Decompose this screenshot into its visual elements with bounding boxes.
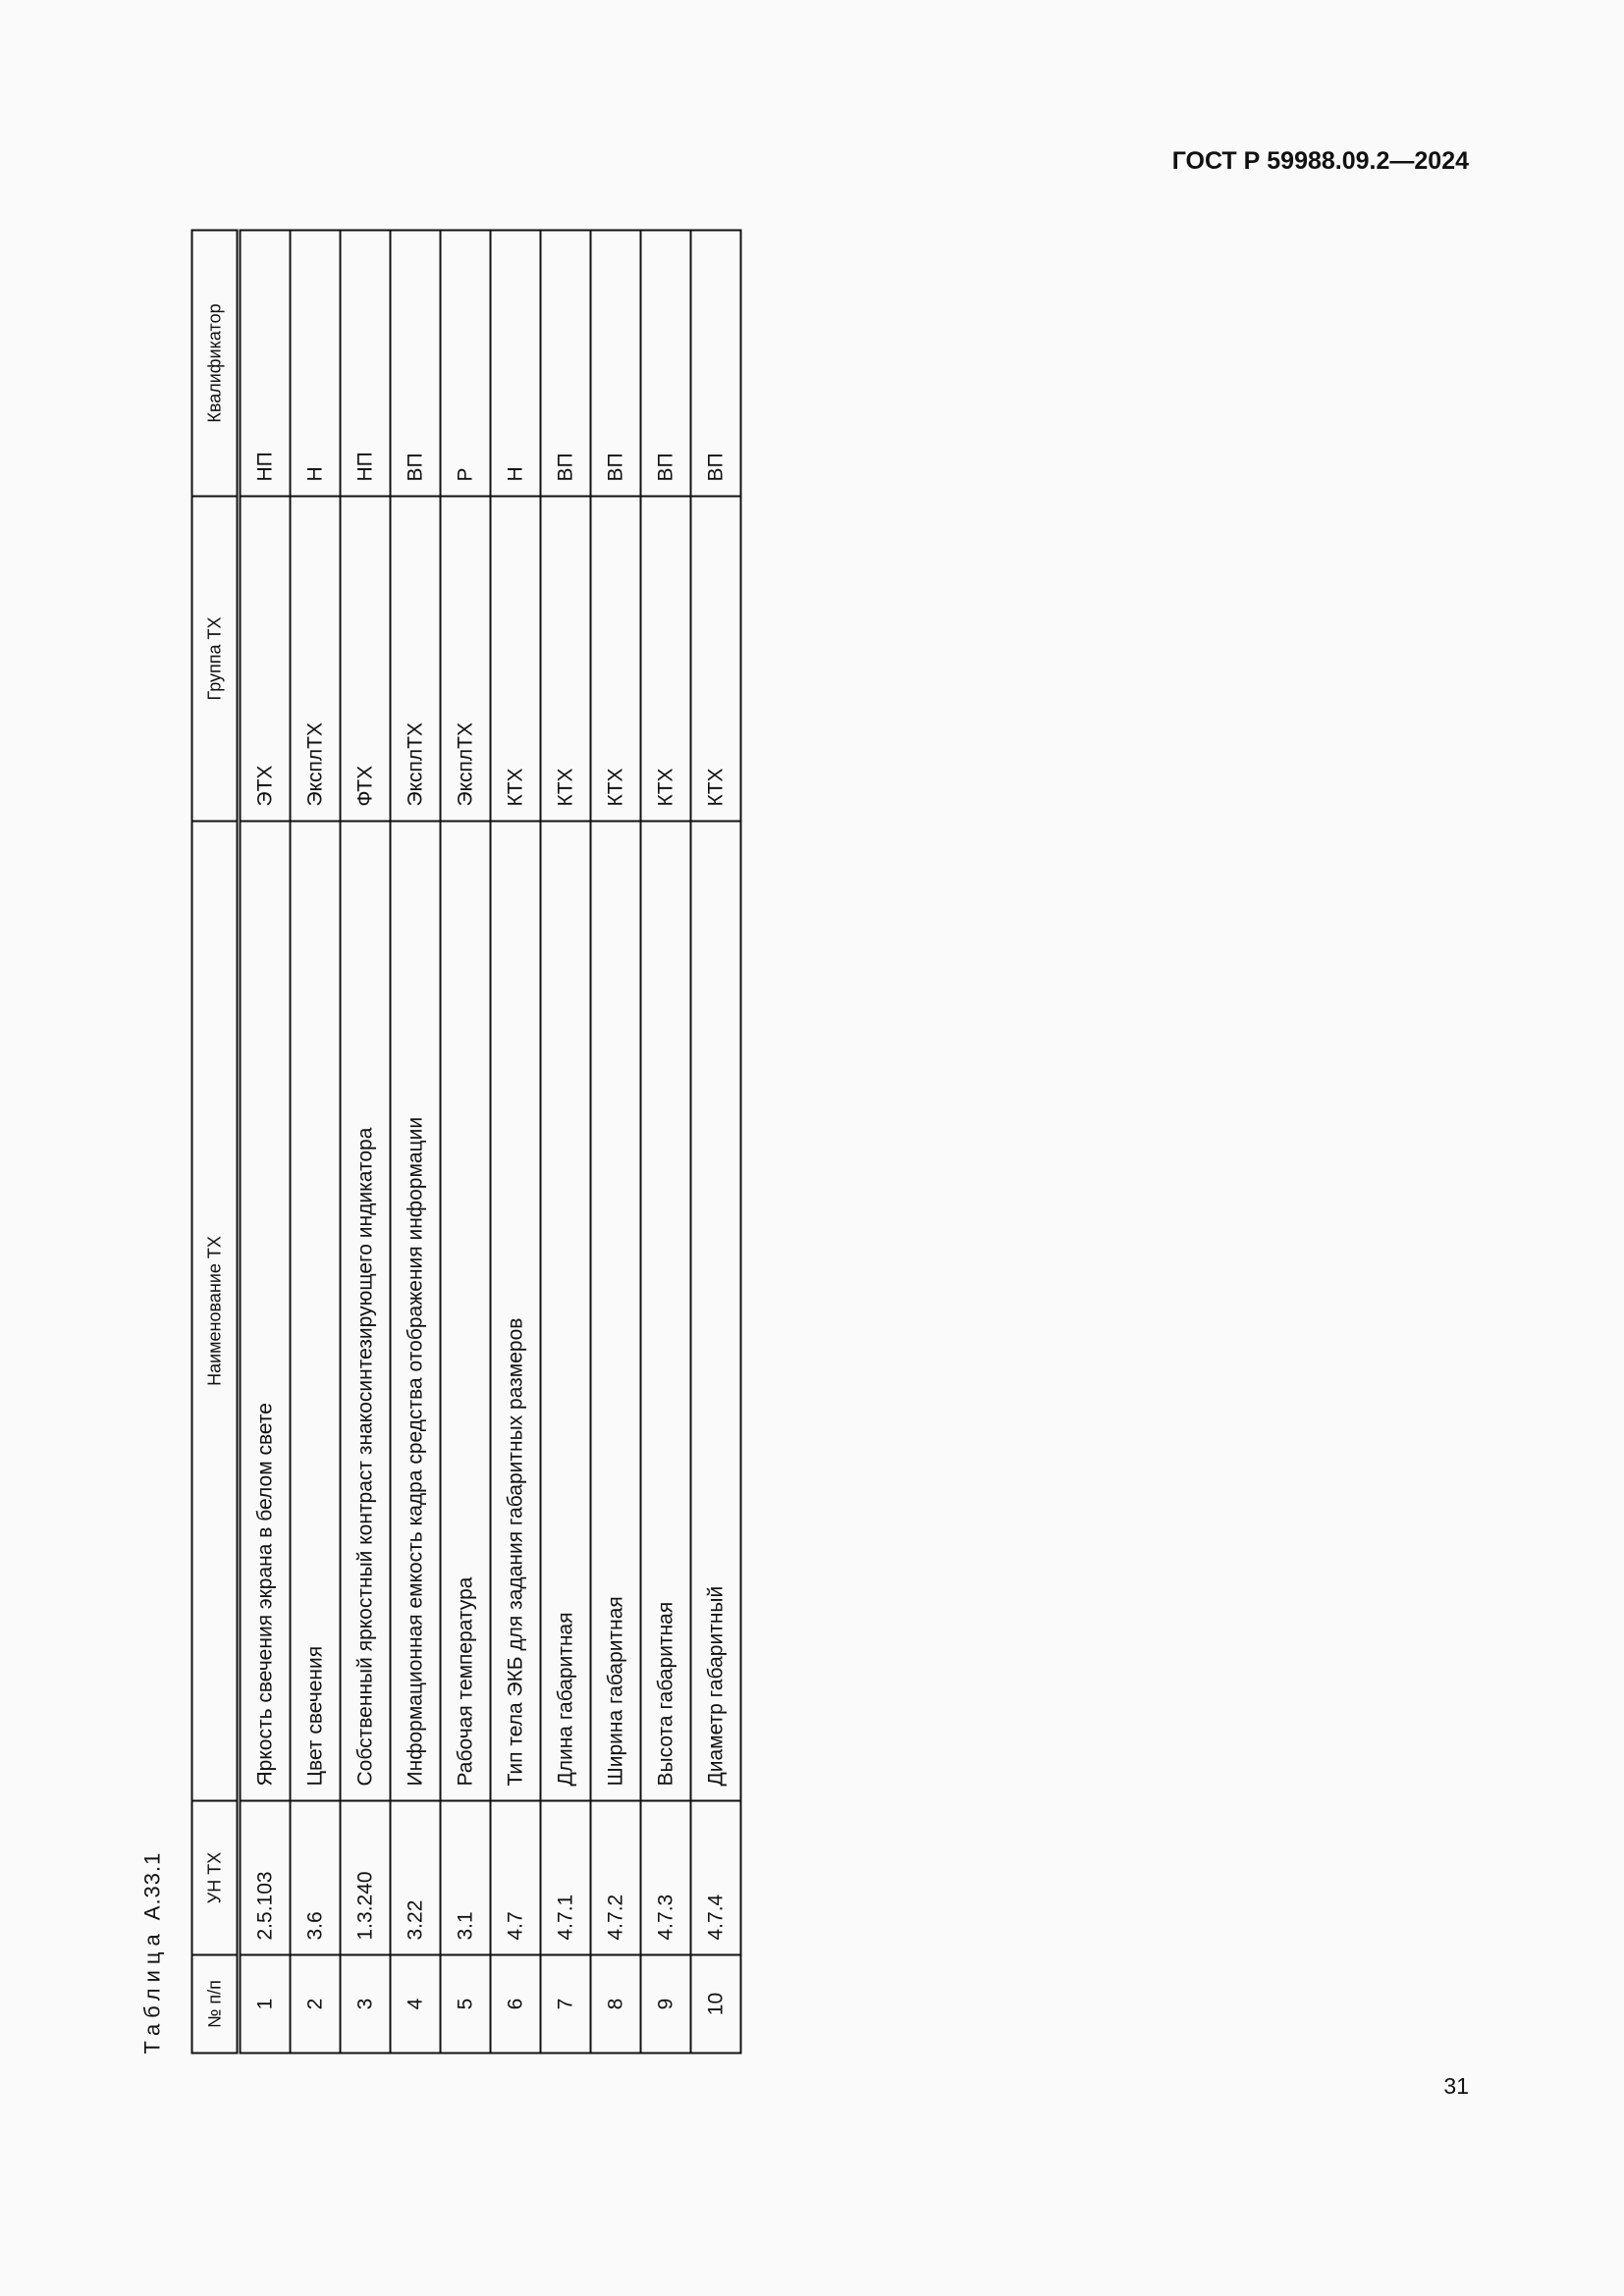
cell-col-un-tx: 4.7.1 [540,1800,591,1955]
cell-col-name: Собственный яркостный контраст знакосинт… [340,821,391,1801]
table-row: 8 4.7.2 Ширина габаритная КТХ ВП [590,230,641,2054]
table-row: 2 3.6 Цвет свечения ЭксплТХ Н [290,230,341,2054]
cell-col-name: Высота габаритная [640,821,691,1801]
rotated-table-block: Таблица А.33.1 № п/п УН ТХ Наименование ТХ Г… [140,230,741,2055]
table-row: 7 4.7.1 Длина габаритная КТХ ВП [540,230,591,2054]
table-row: 9 4.7.3 Высота габаритная КТХ ВП [640,230,691,2054]
cell-col-name: Тип тела ЭКБ для задания габаритных разм… [490,821,541,1801]
cell-col-qualifier: ВП [690,230,741,497]
table-row: 5 3.1 Рабочая температура ЭксплТХ Р [440,230,491,2054]
cell-col-qualifier: ВП [640,230,691,497]
cell-col-group: ЭксплТХ [440,496,491,822]
cell-col-number: 6 [490,1954,541,2054]
cell-col-number: 10 [690,1954,741,2054]
table-header-row: № п/п УН ТХ Наименование ТХ Группа ТХ Квалиф… [191,230,239,2054]
data-table: № п/п УН ТХ Наименование ТХ Группа ТХ Квалиф… [191,230,742,2055]
cell-col-group: КТХ [690,496,741,822]
table-row: 6 4.7 Тип тела ЭКБ для задания габаритных … [490,230,541,2054]
header-col-qualifier: Квалификатор [191,230,239,497]
header-col-name: Наименование ТХ [191,821,239,1801]
page-number: 31 [1443,2073,1469,2099]
cell-col-name: Диаметр габаритный [690,821,741,1801]
cell-col-group: ФТХ [340,496,391,822]
table-row: 4 3.22 Информационная емкость кадра средст… [390,230,441,2054]
cell-col-group: КТХ [540,496,591,822]
table-row: 3 1.3.240 Собственный яркостный контраст з… [340,230,391,2054]
cell-col-number: 4 [390,1954,441,2054]
cell-col-un-tx: 2.5.103 [239,1800,291,1955]
header-col-number: № п/п [191,1954,239,2054]
table-caption: Таблица А.33.1 [140,1852,166,2055]
cell-col-qualifier: Н [290,230,341,497]
cell-col-name: Цвет свечения [290,821,341,1801]
cell-col-un-tx: 4.7.4 [690,1800,741,1955]
cell-col-number: 7 [540,1954,591,2054]
cell-col-group: ЭксплТХ [290,496,341,822]
table-row: 1 2.5.103 Яркость свечения экрана в белом … [239,230,291,2054]
cell-col-number: 2 [290,1954,341,2054]
cell-col-group: КТХ [590,496,641,822]
cell-col-qualifier: НП [239,230,291,497]
cell-col-group: ЭксплТХ [390,496,441,822]
caption-number: А.33.1 [139,1851,165,1921]
cell-col-name: Информационная емкость кадра средства от… [390,821,441,1801]
cell-col-un-tx: 3.22 [390,1800,441,1955]
cell-col-un-tx: 4.7 [490,1800,541,1955]
table-row: 10 4.7.4 Диаметр габаритный КТХ ВП [690,230,741,2054]
cell-col-name: Длина габаритная [540,821,591,1801]
caption-word: Таблица [139,1928,165,2055]
cell-col-number: 1 [239,1954,291,2054]
cell-col-name: Ширина габаритная [590,821,641,1801]
cell-col-un-tx: 4.7.2 [590,1800,641,1955]
cell-col-name: Яркость свечения экрана в белом свете [239,821,291,1801]
cell-col-number: 9 [640,1954,691,2054]
cell-col-qualifier: ВП [390,230,441,497]
cell-col-un-tx: 3.6 [290,1800,341,1955]
cell-col-qualifier: ВП [590,230,641,497]
cell-col-qualifier: ВП [540,230,591,497]
header-col-group: Группа ТХ [191,496,239,822]
cell-col-un-tx: 3.1 [440,1800,491,1955]
header-col-un-tx: УН ТХ [191,1800,239,1955]
cell-col-number: 8 [590,1954,641,2054]
cell-col-qualifier: НП [340,230,391,497]
cell-col-qualifier: Р [440,230,491,497]
cell-col-group: ЭТХ [239,496,291,822]
cell-col-name: Рабочая температура [440,821,491,1801]
cell-col-number: 3 [340,1954,391,2054]
cell-col-qualifier: Н [490,230,541,497]
document-code: ГОСТ Р 59988.09.2—2024 [1171,147,1469,175]
cell-col-group: КТХ [640,496,691,822]
cell-col-number: 5 [440,1954,491,2054]
cell-col-group: КТХ [490,496,541,822]
cell-col-un-tx: 4.7.3 [640,1800,691,1955]
cell-col-un-tx: 1.3.240 [340,1800,391,1955]
